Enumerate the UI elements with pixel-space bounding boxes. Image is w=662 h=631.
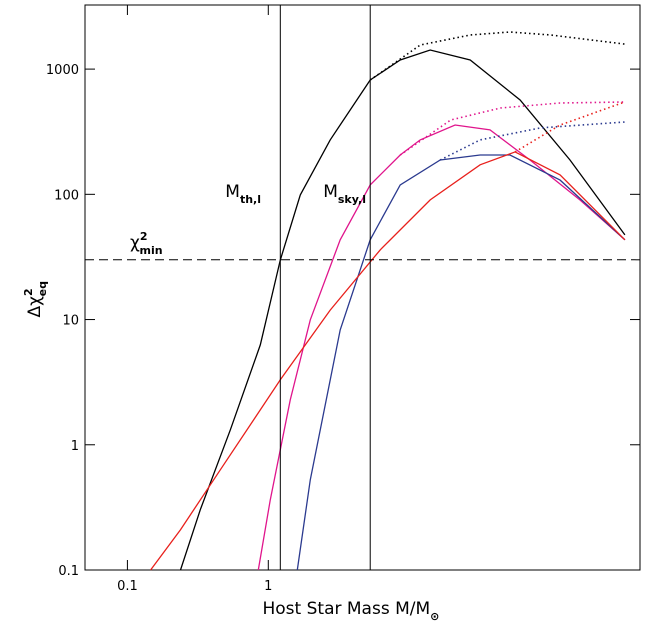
series-line xyxy=(399,101,625,156)
series-line xyxy=(439,121,625,161)
y-tick-label: 1 xyxy=(71,439,79,454)
vline-label-main: M xyxy=(225,182,240,202)
y-axis-label-sub: eq xyxy=(36,281,49,296)
x-axis-label-main: Host Star Mass M/M xyxy=(263,599,431,619)
vline-label: Mth,l xyxy=(225,182,261,206)
series-line xyxy=(369,31,625,81)
vline-label: Msky,l xyxy=(323,182,366,206)
vline-label-sub: sky,l xyxy=(338,193,366,206)
y-tick-label: 100 xyxy=(54,188,79,203)
series-line xyxy=(514,101,626,153)
hline-label: χ2 min xyxy=(130,230,163,257)
y-axis-label-main: Δχ xyxy=(25,296,45,318)
x-axis-label: Host Star Mass M/M⊙ xyxy=(263,599,440,623)
hline-label-sup: 2 xyxy=(140,230,148,243)
hline-label-sub: min xyxy=(139,244,162,257)
y-axis-label: Δχ2eq xyxy=(22,281,49,317)
y-axis-label-sup: 2 xyxy=(22,288,35,296)
series-line xyxy=(150,151,626,571)
series-line xyxy=(179,49,626,571)
y-tick-label: 10 xyxy=(62,314,79,329)
vline-label-main: M xyxy=(323,182,338,202)
x-tick-label: 1 xyxy=(264,579,272,594)
x-axis-label-sub: ⊙ xyxy=(430,610,439,623)
x-tick-label: 0.1 xyxy=(117,579,138,594)
plot-frame xyxy=(84,4,641,571)
vline-label-sub: th,l xyxy=(240,193,261,206)
hline-label-main: χ xyxy=(130,233,140,253)
y-tick-label: 0.1 xyxy=(58,564,79,579)
y-tick-label: 1000 xyxy=(46,63,79,78)
series-line xyxy=(296,154,626,571)
